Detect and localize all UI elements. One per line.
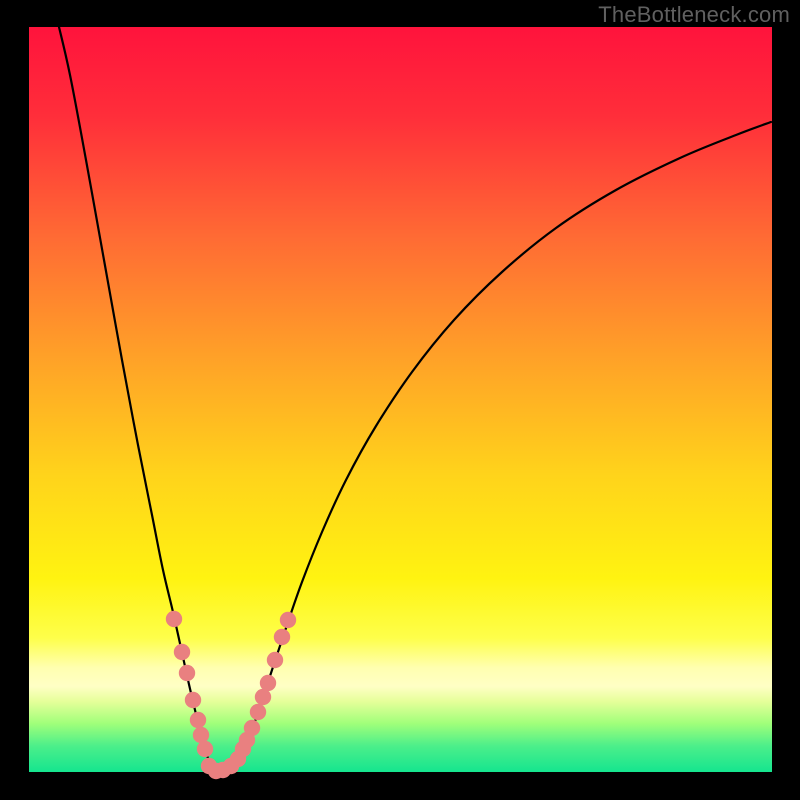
marker-right xyxy=(267,652,283,668)
marker-left xyxy=(166,611,182,627)
marker-left xyxy=(193,727,209,743)
chart-svg xyxy=(0,0,800,800)
marker-right xyxy=(250,704,266,720)
marker-left xyxy=(190,712,206,728)
watermark-text: TheBottleneck.com xyxy=(598,2,790,28)
marker-right xyxy=(274,629,290,645)
marker-bottom xyxy=(223,758,239,774)
marker-right xyxy=(260,675,276,691)
marker-left xyxy=(174,644,190,660)
figure-root: TheBottleneck.com xyxy=(0,0,800,800)
marker-left xyxy=(197,741,213,757)
marker-right xyxy=(244,720,260,736)
gradient-panel xyxy=(29,27,772,772)
marker-right xyxy=(280,612,296,628)
marker-right xyxy=(255,689,271,705)
marker-left xyxy=(179,665,195,681)
marker-left xyxy=(185,692,201,708)
